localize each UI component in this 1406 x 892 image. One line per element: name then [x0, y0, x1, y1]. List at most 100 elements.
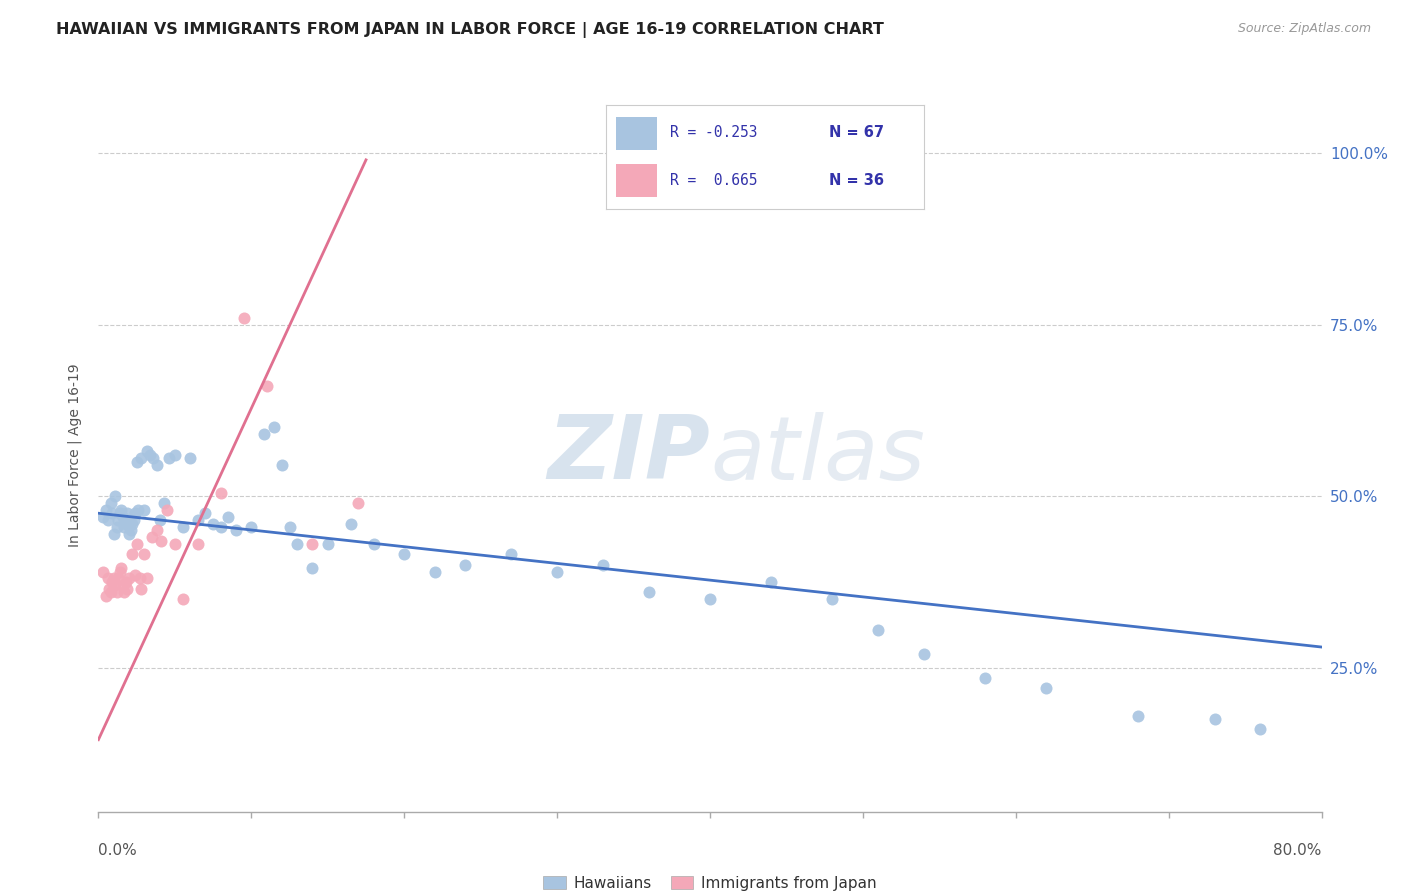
Point — [97, 513, 120, 527]
Point — [145, 458, 167, 473]
Text: Source: ZipAtlas.com: Source: ZipAtlas.com — [1237, 22, 1371, 36]
Point — [270, 458, 292, 473]
Point — [868, 623, 890, 637]
Point — [278, 520, 301, 534]
Point — [124, 568, 146, 582]
Point — [172, 592, 194, 607]
Point — [134, 548, 156, 562]
Point — [546, 565, 568, 579]
Point — [316, 537, 339, 551]
Point — [104, 578, 127, 592]
Text: 80.0%: 80.0% — [1274, 843, 1322, 858]
Point — [240, 520, 263, 534]
Point — [108, 565, 131, 579]
Point — [142, 451, 165, 466]
Point — [172, 520, 194, 534]
Point — [285, 537, 308, 551]
Point — [100, 585, 122, 599]
Point — [150, 533, 173, 548]
Point — [129, 451, 152, 466]
Point — [100, 496, 122, 510]
Y-axis label: In Labor Force | Age 16-19: In Labor Force | Age 16-19 — [67, 363, 83, 547]
Point — [128, 571, 150, 585]
Point — [115, 574, 138, 589]
Point — [129, 582, 152, 596]
Point — [91, 509, 114, 524]
Point — [122, 513, 145, 527]
Point — [117, 506, 139, 520]
Point — [117, 582, 139, 596]
Text: 0.0%: 0.0% — [98, 843, 138, 858]
Point — [115, 516, 138, 531]
Point — [94, 503, 117, 517]
Point — [153, 496, 176, 510]
Point — [759, 574, 782, 589]
Point — [363, 537, 385, 551]
Point — [187, 513, 209, 527]
Point — [202, 516, 225, 531]
Point — [145, 524, 167, 538]
Point — [105, 520, 128, 534]
Point — [104, 489, 127, 503]
Point — [97, 571, 120, 585]
Point — [263, 420, 285, 434]
Point — [1249, 723, 1271, 737]
Point — [392, 548, 416, 562]
Point — [121, 548, 143, 562]
Point — [121, 516, 143, 531]
Point — [194, 506, 217, 520]
Point — [136, 571, 159, 585]
Point — [163, 448, 186, 462]
Point — [501, 548, 523, 562]
Point — [187, 537, 209, 551]
Point — [301, 537, 323, 551]
Point — [136, 444, 159, 458]
Point — [156, 503, 179, 517]
Point — [592, 558, 614, 572]
Point — [454, 558, 477, 572]
Point — [157, 451, 180, 466]
Point — [912, 647, 935, 661]
Point — [256, 379, 278, 393]
Point — [1204, 712, 1226, 726]
Point — [112, 520, 135, 534]
Point — [101, 574, 124, 589]
Point — [91, 565, 114, 579]
Point — [149, 513, 172, 527]
Point — [134, 503, 156, 517]
Point — [118, 571, 141, 585]
Point — [103, 526, 125, 541]
Point — [974, 671, 997, 685]
Point — [107, 513, 129, 527]
Point — [347, 496, 370, 510]
Point — [118, 526, 141, 541]
Point — [301, 561, 323, 575]
Point — [110, 561, 132, 575]
Point — [105, 585, 128, 599]
Legend: Hawaiians, Immigrants from Japan: Hawaiians, Immigrants from Japan — [537, 870, 883, 892]
Text: atlas: atlas — [710, 412, 925, 498]
Point — [111, 578, 134, 592]
Point — [141, 530, 163, 544]
Point — [1128, 708, 1150, 723]
Point — [225, 524, 247, 538]
Point — [139, 448, 162, 462]
Point — [112, 585, 135, 599]
Point — [423, 565, 446, 579]
Point — [209, 485, 232, 500]
Point — [108, 506, 131, 520]
Point — [209, 520, 232, 534]
Point — [127, 503, 149, 517]
Point — [339, 516, 361, 531]
Point — [120, 524, 142, 538]
Point — [1035, 681, 1057, 696]
Point — [124, 506, 146, 520]
Point — [111, 509, 134, 524]
Point — [821, 592, 844, 607]
Point — [163, 537, 186, 551]
Point — [125, 537, 148, 551]
Point — [637, 585, 661, 599]
Text: HAWAIIAN VS IMMIGRANTS FROM JAPAN IN LABOR FORCE | AGE 16-19 CORRELATION CHART: HAWAIIAN VS IMMIGRANTS FROM JAPAN IN LAB… — [56, 22, 884, 38]
Point — [217, 509, 239, 524]
Point — [125, 455, 148, 469]
